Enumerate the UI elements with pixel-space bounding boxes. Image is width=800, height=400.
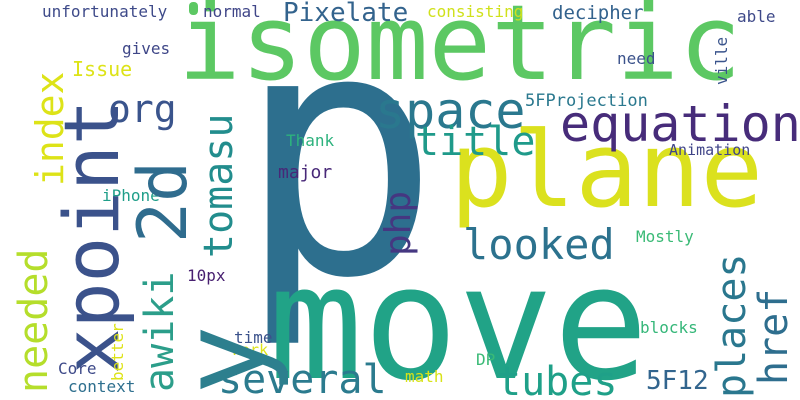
word-gives: gives — [122, 39, 171, 58]
word-need: need — [617, 49, 656, 68]
word-5F12: 5F12 — [646, 366, 709, 396]
word-equation: equation — [560, 95, 800, 153]
word-2d: 2d — [124, 161, 203, 243]
word-looked: looked — [463, 220, 615, 269]
word-math: math — [405, 367, 444, 386]
word-several: several — [218, 357, 387, 400]
word-DP: DP — [476, 350, 496, 369]
word-plane: plane — [450, 109, 764, 231]
word-space: space — [375, 82, 526, 140]
word-decipher: decipher — [552, 2, 644, 24]
word-Pixelate: Pixelate — [283, 0, 409, 28]
word-y: y — [157, 325, 292, 395]
word-href: href — [751, 288, 797, 385]
word-needed: needed — [11, 248, 57, 394]
word-normal: normal — [203, 2, 261, 21]
word-tomasu: tomasu — [196, 113, 242, 259]
word-better: better — [108, 323, 127, 381]
word-php: php — [378, 190, 419, 256]
word-major: major — [278, 162, 333, 183]
word-ville: ville — [712, 36, 731, 85]
word-iPhone: iPhone — [102, 186, 160, 205]
word-unfortunately: unfortunately — [42, 2, 168, 21]
word-title: title — [415, 119, 536, 165]
word-places: places — [709, 253, 755, 399]
word-Mostly: Mostly — [636, 227, 694, 246]
word-consisting: consisting — [427, 2, 524, 21]
word-blocks: blocks — [640, 318, 698, 337]
word-index: index — [28, 71, 72, 186]
word-awiki: awiki — [137, 271, 183, 392]
word-move: move — [268, 232, 649, 400]
word-10px: 10px — [187, 266, 226, 285]
word-org: org — [108, 87, 177, 131]
word-p: p — [236, 0, 441, 353]
word-tubes: tubes — [497, 359, 618, 400]
word-work: work — [232, 341, 269, 359]
word-5FProjection: 5FProjection — [525, 91, 648, 111]
word-context: context — [68, 377, 136, 396]
word-time: time — [234, 328, 273, 347]
word-Animation: Animation — [669, 141, 751, 159]
word-Core: Core — [58, 359, 97, 378]
word-Issue: Issue — [72, 57, 133, 81]
word-Thank: Thank — [286, 131, 335, 150]
word-able: able — [737, 7, 776, 26]
word-isometric: isometric — [178, 0, 742, 104]
dot-mark — [189, 2, 198, 15]
